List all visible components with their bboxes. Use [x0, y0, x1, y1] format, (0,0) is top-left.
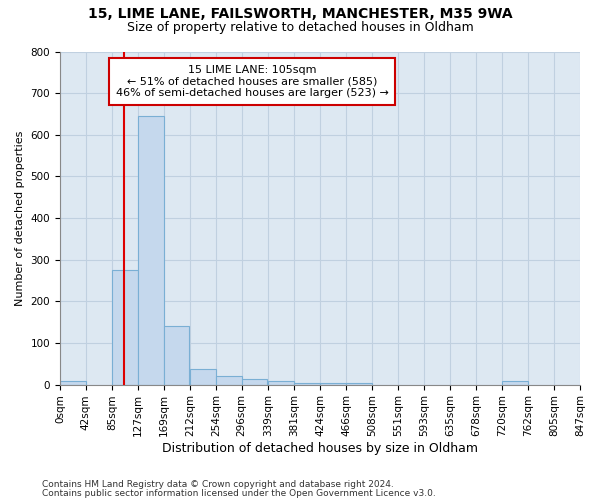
Text: 15, LIME LANE, FAILSWORTH, MANCHESTER, M35 9WA: 15, LIME LANE, FAILSWORTH, MANCHESTER, M…: [88, 8, 512, 22]
Bar: [268, 382, 294, 384]
Bar: [60, 382, 86, 384]
Bar: [112, 270, 138, 384]
Bar: [294, 382, 320, 384]
Bar: [216, 376, 242, 384]
Text: Contains public sector information licensed under the Open Government Licence v3: Contains public sector information licen…: [42, 488, 436, 498]
Bar: [242, 379, 268, 384]
Bar: [346, 382, 372, 384]
Bar: [138, 116, 164, 384]
Y-axis label: Number of detached properties: Number of detached properties: [15, 130, 25, 306]
Text: Size of property relative to detached houses in Oldham: Size of property relative to detached ho…: [127, 21, 473, 34]
Bar: [190, 369, 216, 384]
X-axis label: Distribution of detached houses by size in Oldham: Distribution of detached houses by size …: [162, 442, 478, 455]
Bar: [502, 382, 528, 384]
Text: 15 LIME LANE: 105sqm
← 51% of detached houses are smaller (585)
46% of semi-deta: 15 LIME LANE: 105sqm ← 51% of detached h…: [116, 65, 389, 98]
Bar: [320, 382, 346, 384]
Bar: [164, 326, 190, 384]
Text: Contains HM Land Registry data © Crown copyright and database right 2024.: Contains HM Land Registry data © Crown c…: [42, 480, 394, 489]
